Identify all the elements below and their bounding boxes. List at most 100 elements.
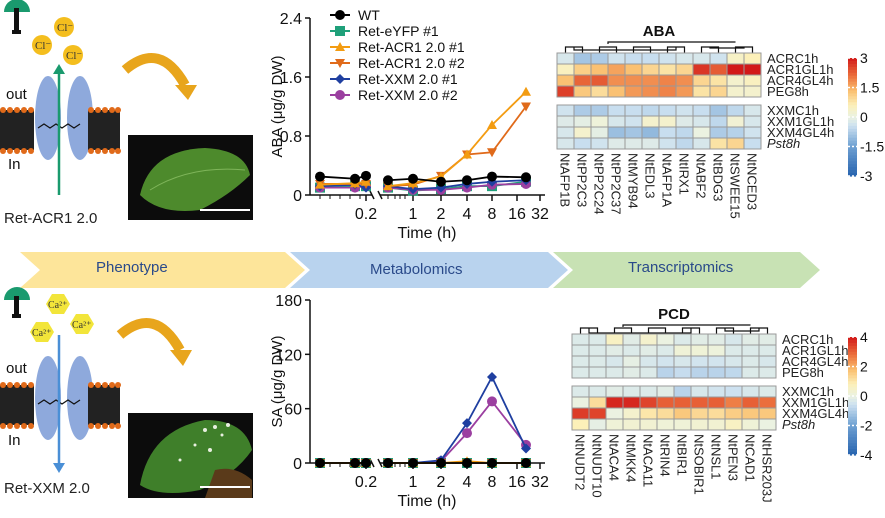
heatmap-cell	[726, 52, 745, 65]
leaf-photo	[128, 413, 253, 498]
colorbar-segment	[848, 96, 857, 100]
heatmap-cell	[556, 137, 575, 150]
colorbar-segment	[848, 425, 857, 430]
legend-item: Ret-ACR1 2.0 #2	[330, 55, 465, 71]
column-label: NtAFP1B	[558, 153, 573, 207]
heatmap-cell	[590, 85, 609, 98]
legend-marker	[335, 59, 345, 68]
heatmap-cell	[573, 52, 592, 65]
heatmap-cell	[641, 137, 660, 150]
x-tick-label: 32	[531, 474, 549, 491]
heatmap-cell	[709, 104, 728, 117]
column-label: NtNUDT10	[590, 434, 605, 498]
heatmap-cell	[675, 115, 694, 128]
column-label: NtNUDT2	[573, 434, 588, 490]
y-axis-label: ABA (μg/g DW)	[270, 55, 286, 157]
heatmap-cell	[707, 385, 726, 398]
heatmap-cell	[571, 366, 590, 379]
heatmap-cell	[692, 104, 711, 117]
colorbar-segment	[848, 131, 857, 136]
colorbar-segment	[848, 78, 857, 83]
heatmap-cell	[692, 126, 711, 139]
heatmap-cell	[556, 85, 575, 98]
x-tick-label: 4	[463, 474, 472, 491]
legend-item: Ret-ACR1 2.0 #1	[330, 39, 465, 55]
legend-marker	[335, 10, 345, 20]
data-point	[408, 173, 418, 184]
calcium-ion-icon: Ca²⁺	[70, 314, 94, 334]
colorbar-segment	[848, 446, 857, 450]
dendrogram-branch	[573, 47, 677, 51]
colorbar-segment	[848, 117, 857, 121]
heatmap-cell	[726, 85, 745, 98]
leaf-photo	[128, 135, 253, 220]
calcium-ion-icon: Ca²⁺	[46, 294, 70, 314]
heatmap-cell	[590, 137, 609, 150]
heatmap-cell	[571, 333, 590, 346]
heatmap-cell	[707, 333, 726, 346]
heatmap-cell	[556, 63, 575, 76]
heatmap-cell	[758, 407, 777, 420]
heatmap-cell	[656, 407, 675, 420]
y-tick-label: 2.4	[280, 11, 302, 28]
heatmap-cell	[641, 126, 660, 139]
row-label: XXM4GL4h	[782, 406, 849, 421]
heatmap-cell	[741, 407, 760, 420]
colorbar-segment	[848, 401, 857, 406]
heatmap-cell	[605, 333, 624, 346]
heatmap-cell	[692, 74, 711, 87]
heatmap-cell	[607, 126, 626, 139]
heatmap-cell	[743, 126, 762, 139]
data-point	[521, 172, 531, 183]
heatmap-title: PCD	[658, 306, 690, 323]
heatmap-cell	[571, 407, 590, 420]
heatmap-cell	[658, 126, 677, 139]
channel-subunit	[67, 76, 93, 160]
column-label: NtACA4	[607, 434, 622, 481]
heatmap-cell	[724, 366, 743, 379]
heatmap-cell	[622, 333, 641, 346]
heatmap-cell	[590, 115, 609, 128]
row-label: ACR1GL1h	[767, 62, 833, 77]
data-point	[487, 119, 497, 129]
heatmap-cell	[741, 355, 760, 368]
legend-label: Ret-ACR1 2.0 #2	[358, 55, 465, 71]
chloride-ion-icon: Cl⁻	[54, 17, 74, 37]
x-tick-label: 2	[437, 474, 446, 491]
heatmap-cell	[675, 52, 694, 65]
colorbar-segment	[848, 452, 857, 456]
colorbar-segment	[848, 114, 857, 118]
construct-label: Ret-XXM 2.0	[4, 480, 90, 497]
colorbar-segment	[848, 134, 857, 139]
series-wt	[315, 170, 531, 187]
heatmap-cell	[624, 85, 643, 98]
stage-metabolomics-arrow	[290, 252, 568, 288]
svg-text:Ca²⁺: Ca²⁺	[48, 300, 67, 311]
heatmap-cell	[690, 355, 709, 368]
heatmap-cell	[743, 63, 762, 76]
heatmap-cell	[724, 407, 743, 420]
row-label: XXMC1h	[782, 384, 834, 399]
heatmap-cell	[605, 385, 624, 398]
legend-label: Ret-XXM 2.0 #1	[358, 71, 458, 87]
heatmap-cell	[639, 344, 658, 357]
colorbar-segment	[848, 348, 857, 353]
data-point	[521, 443, 531, 454]
heatmap-cell	[607, 115, 626, 128]
dendrogram-leaf-pair	[613, 327, 633, 334]
heatmap-cell	[743, 74, 762, 87]
colorbar-segment	[848, 111, 857, 115]
x-tick-label: 16	[508, 474, 526, 491]
colorbar-segment	[848, 58, 857, 62]
heatmap-cell	[639, 418, 658, 431]
heatmap-cell	[588, 385, 607, 398]
colorbar-segment	[848, 354, 857, 359]
colorbar-segment	[848, 149, 857, 153]
heatmap-cell	[573, 85, 592, 98]
heatmap-cell	[588, 407, 607, 420]
colorbar-segment	[848, 419, 857, 424]
colorbar-segment	[848, 108, 857, 112]
row-label: ACRC1h	[767, 51, 818, 66]
heatmap-cell	[588, 418, 607, 431]
heatmap-cell	[556, 104, 575, 117]
